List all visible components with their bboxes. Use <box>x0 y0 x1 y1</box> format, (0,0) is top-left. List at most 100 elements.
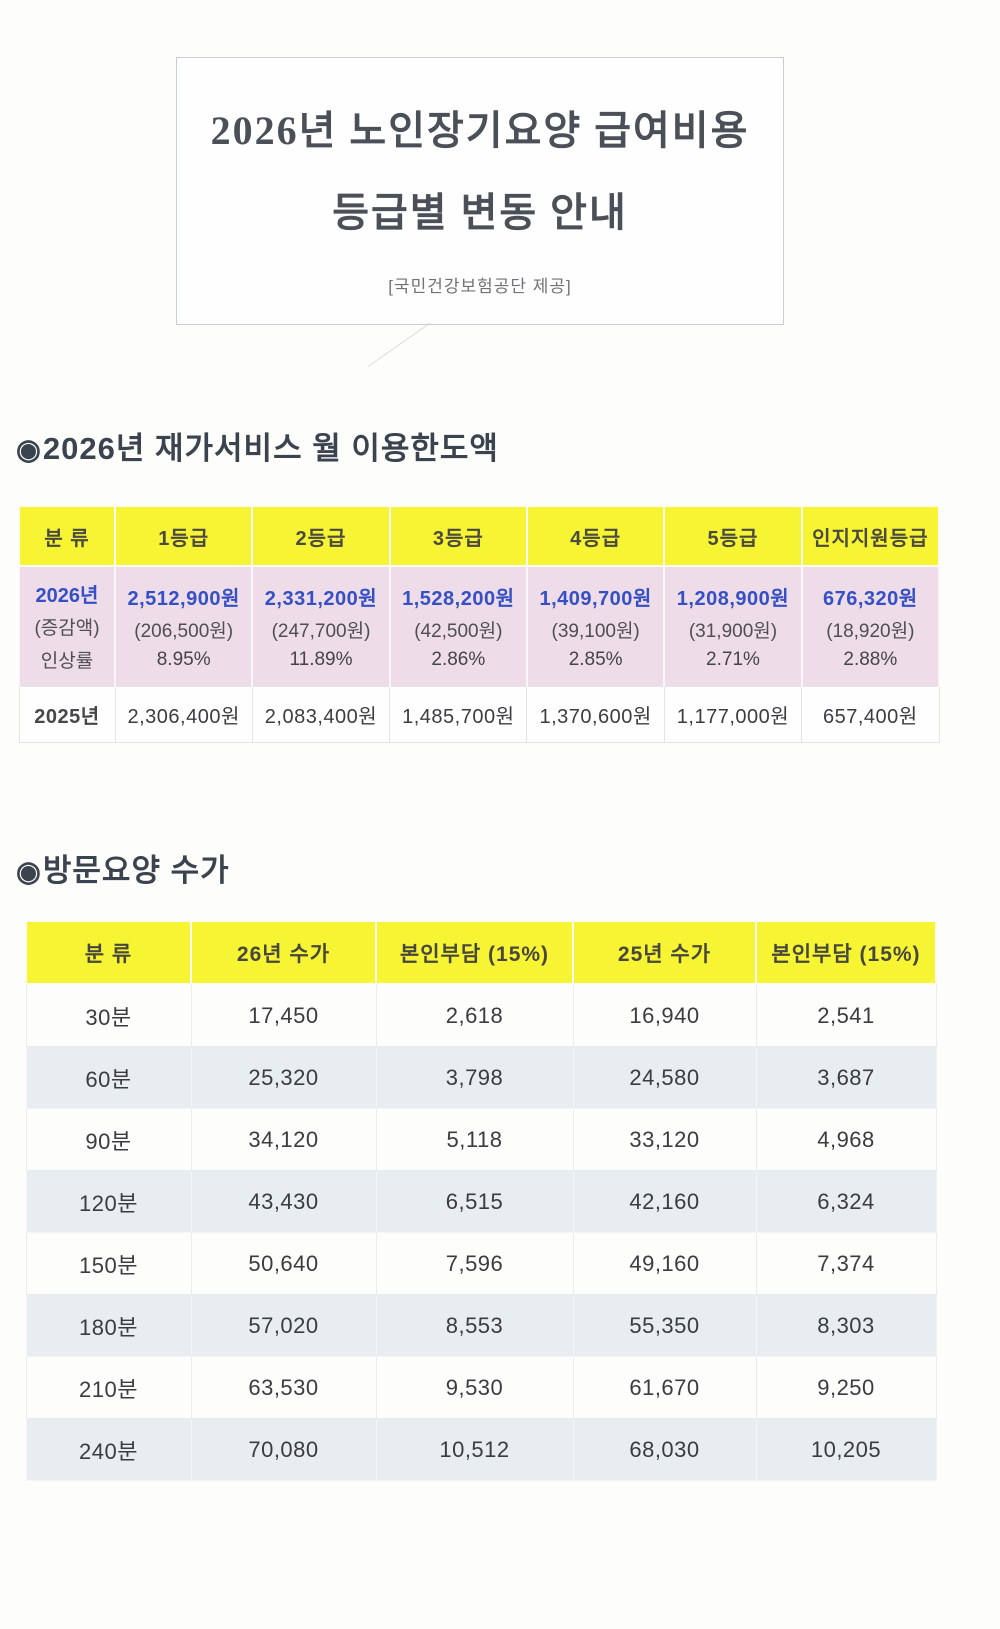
t1-2026-grade2-cell: 2,331,200원 (247,700원) 11.89% <box>251 565 391 687</box>
row-label: 180분 <box>25 1294 192 1357</box>
document-title-line2: 등급별 변동 안내 <box>332 190 628 235</box>
copay-2026: 5,118 <box>375 1108 574 1171</box>
table-row-240min: 240분 70,080 10,512 68,030 10,205 <box>25 1418 937 1481</box>
t1-2026-grade5-cell: 1,208,900원 (31,900원) 2.71% <box>663 565 803 687</box>
title-box: 2026년 노인장기요양 급여비용 등급별 변동 안내 [국민건강보험공단 제공… <box>176 57 784 325</box>
amount-value: 676,320원 <box>822 587 918 610</box>
t1-2025-cognitive-cell: 657,400원 <box>801 686 940 743</box>
section1-heading: ◉2026년 재가서비스 월 이용한도액 <box>16 423 499 468</box>
copay-2025: 8,303 <box>755 1294 937 1357</box>
fee-2026: 43,430 <box>190 1170 377 1233</box>
section2-heading-text: 방문요양 수가 <box>42 853 230 888</box>
t1-header-grade4: 4등급 <box>525 505 666 567</box>
t1-2026-label-year: 2026년 <box>35 585 99 607</box>
fee-2026: 63,530 <box>190 1356 377 1419</box>
rate-value: 2.85% <box>568 648 623 670</box>
t1-header-grade1: 1등급 <box>113 505 254 567</box>
fee-2026: 34,120 <box>190 1108 377 1171</box>
t1-2025-grade3-cell: 1,485,700원 <box>389 686 528 743</box>
t1-2025-grade5-cell: 1,177,000원 <box>663 686 803 743</box>
copay-2026: 8,553 <box>375 1294 574 1357</box>
table-row-2025: 2025년 2,306,400원 2,083,400원 1,485,700원 1… <box>18 686 940 743</box>
change-value: (247,700원) <box>271 620 371 642</box>
fee-2025: 68,030 <box>572 1418 757 1481</box>
fee-2026: 50,640 <box>190 1232 377 1295</box>
rate-value: 8.95% <box>156 648 211 670</box>
table-header-row: 분 류 26년 수가 본인부담 (15%) 25년 수가 본인부담 (15%) <box>25 920 937 985</box>
t1-header-grade2: 2등급 <box>251 505 391 567</box>
t1-2025-grade1-cell: 2,306,400원 <box>114 686 253 743</box>
fee-2025: 61,670 <box>572 1356 757 1419</box>
fee-2025: 33,120 <box>572 1108 757 1171</box>
section2-heading: ◉방문요양 수가 <box>16 845 230 890</box>
table-row-30min: 30분 17,450 2,618 16,940 2,541 <box>25 983 937 1047</box>
change-value: (206,500원) <box>134 620 234 642</box>
copay-2026: 2,618 <box>375 983 574 1047</box>
row-label: 120분 <box>25 1170 192 1233</box>
copay-2025: 3,687 <box>755 1046 937 1109</box>
fee-2026: 57,020 <box>190 1294 377 1357</box>
copay-2025: 10,205 <box>755 1418 937 1481</box>
section-bullet-icon: ◉ <box>16 434 42 466</box>
fee-2025: 42,160 <box>572 1170 757 1233</box>
amount-value: 1,208,900원 <box>676 587 790 610</box>
fee-2025: 49,160 <box>572 1232 757 1295</box>
table-row-150min: 150분 50,640 7,596 49,160 7,374 <box>25 1232 937 1295</box>
section1-heading-text: 2026년 재가서비스 월 이용한도액 <box>42 431 499 466</box>
t2-header-fee-2026: 26년 수가 <box>190 920 377 985</box>
t1-header-category: 분 류 <box>18 505 116 567</box>
amount-value: 1,409,700원 <box>539 587 652 610</box>
t1-2026-grade4-cell: 1,409,700원 (39,100원) 2.85% <box>525 565 666 687</box>
fee-2026: 25,320 <box>190 1046 377 1109</box>
t2-header-copay-2025: 본인부담 (15%) <box>755 920 937 985</box>
row-label: 150분 <box>25 1232 192 1295</box>
title-box-tail-line <box>367 322 431 367</box>
row-label: 30분 <box>25 983 192 1047</box>
amount-value: 2,331,200원 <box>264 587 378 610</box>
table-row-180min: 180분 57,020 8,553 55,350 8,303 <box>25 1294 937 1357</box>
rate-value: 2.86% <box>431 648 486 670</box>
row-label: 90분 <box>25 1108 192 1171</box>
rate-value: 11.89% <box>289 648 353 670</box>
t1-2025-label-cell: 2025년 <box>18 686 116 743</box>
table-row-120min: 120분 43,430 6,515 42,160 6,324 <box>25 1170 937 1233</box>
t1-2026-label-change: (증감액) <box>34 618 100 639</box>
fee-2026: 70,080 <box>190 1418 377 1481</box>
t1-header-grade3: 3등급 <box>388 505 528 567</box>
change-value: (31,900원) <box>688 620 778 642</box>
copay-2026: 9,530 <box>375 1356 574 1419</box>
row-label: 210분 <box>25 1356 192 1419</box>
t1-2026-cognitive-cell: 676,320원 (18,920원) 2.88% <box>800 565 941 687</box>
copay-2025: 7,374 <box>755 1232 937 1295</box>
t1-2026-grade1-cell: 2,512,900원 (206,500원) 8.95% <box>113 565 254 687</box>
table-row-90min: 90분 34,120 5,118 33,120 4,968 <box>25 1108 937 1171</box>
visit-care-fee-table: 분 류 26년 수가 본인부담 (15%) 25년 수가 본인부담 (15%) … <box>25 920 937 1481</box>
t1-header-cognitive: 인지지원등급 <box>800 505 941 567</box>
copay-2025: 9,250 <box>755 1356 937 1419</box>
document-subtitle: [국민건강보험공단 제공] <box>388 277 572 296</box>
row-label: 60분 <box>25 1046 192 1109</box>
change-value: (18,920원) <box>826 620 915 642</box>
row-label: 240분 <box>25 1418 192 1481</box>
table-header-row: 분 류 1등급 2등급 3등급 4등급 5등급 인지지원등급 <box>18 505 941 567</box>
t2-header-category: 분 류 <box>25 920 192 985</box>
amount-value: 1,528,200원 <box>402 587 515 610</box>
fee-2025: 16,940 <box>572 983 757 1047</box>
copay-2025: 2,541 <box>755 983 937 1047</box>
table-row-210min: 210분 63,530 9,530 61,670 9,250 <box>25 1356 937 1419</box>
table-row-2026: 2026년 (증감액) 인상률 2,512,900원 (206,500원) 8.… <box>18 565 941 687</box>
t2-header-fee-2025: 25년 수가 <box>572 920 757 985</box>
rate-value: 2.71% <box>706 648 760 670</box>
fee-2026: 17,450 <box>190 983 377 1047</box>
change-value: (42,500원) <box>414 620 503 642</box>
t1-2025-grade2-cell: 2,083,400원 <box>251 686 391 743</box>
t1-2026-grade3-cell: 1,528,200원 (42,500원) 2.86% <box>388 565 528 687</box>
amount-value: 2,512,900원 <box>127 587 240 610</box>
copay-2025: 4,968 <box>755 1108 937 1171</box>
t1-header-grade5: 5등급 <box>663 505 803 567</box>
t1-2026-label-rate: 인상률 <box>40 651 94 672</box>
table-row-60min: 60분 25,320 3,798 24,580 3,687 <box>25 1046 937 1109</box>
copay-2026: 6,515 <box>375 1170 574 1233</box>
rate-value: 2.88% <box>843 648 898 670</box>
